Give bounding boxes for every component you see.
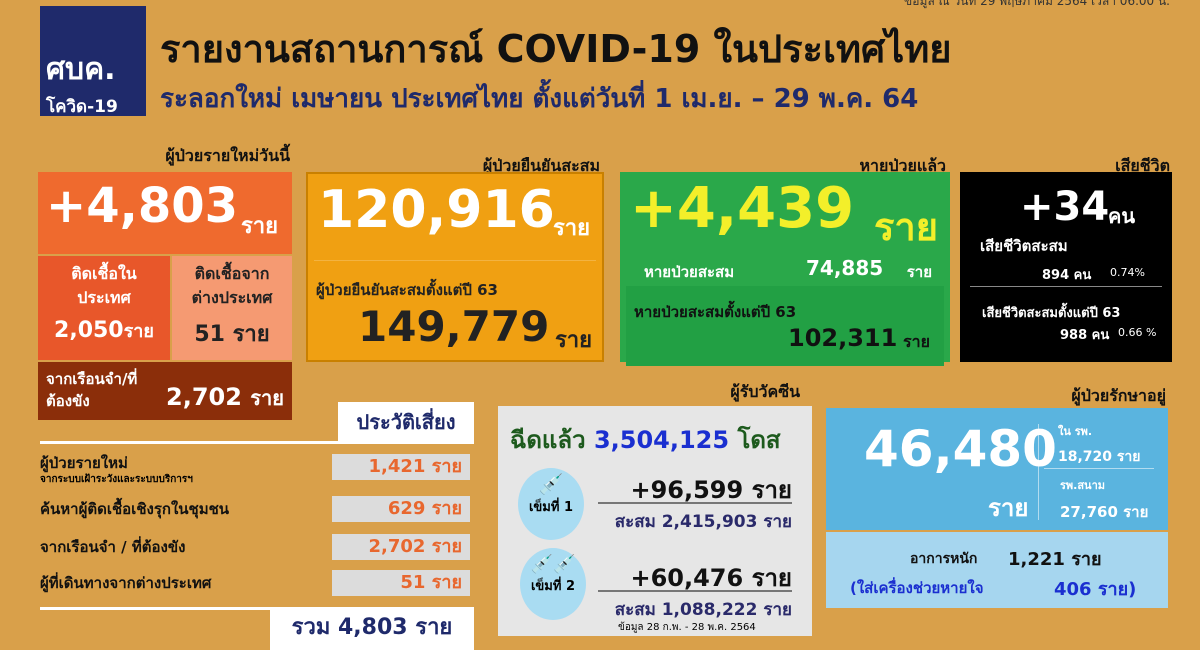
recovered-value: +4,439 xyxy=(630,176,855,241)
unit: ราย xyxy=(906,263,932,281)
dose1-badge: 💉 เข็มที่ 1 xyxy=(518,468,584,540)
imported-card: ติดเชื้อจากต่างประเทศ 51 ราย xyxy=(172,256,292,360)
confirmed-since63-label: ผู้ป่วยยืนยันสะสมตั้งแต่ปี 63 xyxy=(316,281,498,299)
recovered-cum-label: หายป่วยสะสม xyxy=(644,263,735,281)
prison-value: 2,702 xyxy=(166,383,242,411)
field-label: รพ.สนาม xyxy=(1060,479,1105,492)
domestic-value: 2,050 xyxy=(54,318,124,343)
new-cases-label: ผู้ป่วยรายใหม่วันนี้ xyxy=(165,146,290,165)
deaths-unit: คน xyxy=(1108,204,1136,228)
unit: ราย xyxy=(250,386,284,410)
deaths-label: เสียชีวิต xyxy=(1115,156,1170,175)
deaths-cum-pct: 0.74% xyxy=(1110,266,1145,279)
prison-label: จากเรือนจำ/ที่ต้องขัง xyxy=(46,370,138,410)
prison-card: จากเรือนจำ/ที่ต้องขัง 2,702 ราย xyxy=(38,362,292,420)
vent-value: 406 ราย) xyxy=(1054,579,1137,600)
treatment-label: ผู้ป่วยรักษาอยู่ xyxy=(1071,386,1166,405)
recovered-cum-value: 74,885 xyxy=(806,256,884,280)
risk-row-label: ค้นหาผู้ติดเชื้อเชิงรุกในชุมชน xyxy=(40,500,230,518)
treatment-value: 46,480 xyxy=(864,420,1057,478)
dose-name: เข็มที่ 2 xyxy=(530,579,576,594)
confirmed-label: ผู้ป่วยยืนยันสะสม xyxy=(482,156,600,175)
syringe-icon: 💉 xyxy=(538,472,564,496)
deaths-since63-value: 988 คน xyxy=(1060,328,1110,343)
field-value: 27,760 ราย xyxy=(1060,503,1149,521)
risk-row: จากเรือนจำ / ที่ต้องขัง 2,702 ราย xyxy=(40,534,470,562)
injected-label: ฉีดแล้ว xyxy=(510,426,586,454)
unit: ราย xyxy=(873,205,938,249)
confirmed-value: 120,916 xyxy=(318,180,555,240)
deaths-cum-label: เสียชีวิตสะสม xyxy=(980,237,1068,255)
divider xyxy=(40,441,474,444)
severe-value: 1,221 ราย xyxy=(1008,549,1102,570)
recovered-card: +4,439 ราย หายป่วยสะสม 74,885 ราย หายป่ว… xyxy=(620,172,950,366)
imported-value: 51 xyxy=(194,322,225,347)
vaccine-note: ข้อมูล 28 ก.พ. - 28 พ.ค. 2564 xyxy=(618,622,756,633)
domestic-card: ติดเชื้อในประเทศ 2,050ราย xyxy=(38,256,170,360)
risk-row-label: ผู้ป่วยรายใหม่ xyxy=(40,454,128,472)
deaths-card: +34 คน เสียชีวิตสะสม 894 คน 0.74% เสียชี… xyxy=(960,172,1172,362)
severe-label: อาการหนัก xyxy=(910,551,978,567)
domestic-label: ติดเชื้อในประเทศ xyxy=(71,264,137,307)
recovered-since63-label: หายป่วยสะสมตั้งแต่ปี 63 xyxy=(634,303,797,321)
new-cases-card: +4,803 ราย xyxy=(38,172,292,254)
risk-row: ผู้ที่เดินทางจากต่างประเทศ 51 ราย xyxy=(40,570,470,598)
deaths-since63-label: เสียชีวิตสะสมตั้งแต่ปี 63 xyxy=(982,306,1121,321)
dose-cum: สะสม 2,415,903 ราย xyxy=(614,512,792,532)
risk-row: ค้นหาผู้ติดเชื้อเชิงรุกในชุมชน 629 ราย xyxy=(40,496,470,524)
injected-value: 3,504,125 xyxy=(593,426,730,454)
severe-card: อาการหนัก 1,221 ราย (ใส่เครื่องช่วยหายใจ… xyxy=(826,532,1168,608)
syringes-icon: 💉💉 xyxy=(530,554,576,575)
as-of: ข้อมูล ณ วันที่ 29 พฤษภาคม 2564 เวลา 06.… xyxy=(904,0,1170,8)
page-subtitle: ระลอกใหม่ เมษายน ประเทศไทย ตั้งแต่วันที่… xyxy=(160,84,919,114)
vaccine-card: ฉีดแล้ว 3,504,125 โดส 💉 เข็มที่ 1 +96,59… xyxy=(498,406,812,636)
dose-new: +60,476 ราย xyxy=(630,564,792,592)
logo: ศบค. โควิด-19 xyxy=(40,6,146,117)
unit: ราย xyxy=(554,328,592,353)
divider xyxy=(40,607,474,610)
page-title: รายงานสถานการณ์ COVID-19 ในประเทศไทย xyxy=(160,27,952,71)
new-cases-value: +4,803 xyxy=(46,178,239,234)
risk-total: รวม 4,803 ราย xyxy=(270,610,474,650)
dose2-badge: 💉💉 เข็มที่ 2 xyxy=(520,548,586,620)
risk-title: ประวัติเสี่ยง xyxy=(338,402,474,442)
risk-row-value: 2,702 ราย xyxy=(332,534,470,560)
recovered-label: หายป่วยแล้ว xyxy=(859,156,946,175)
dose-new: +96,599 ราย xyxy=(630,476,792,504)
confirmed-card: 120,916 ราย ผู้ป่วยยืนยันสะสมตั้งแต่ปี 6… xyxy=(306,172,604,362)
risk-row-label: จากเรือนจำ / ที่ต้องขัง xyxy=(40,538,186,556)
dose-cum: สะสม 1,088,222 ราย xyxy=(614,600,792,620)
vent-label: (ใส่เครื่องช่วยหายใจ xyxy=(850,579,984,597)
risk-row-value: 51 ราย xyxy=(332,570,470,596)
recovered-since63-value: 102,311 xyxy=(788,324,898,352)
hosp-value: 18,720 ราย xyxy=(1058,449,1141,465)
logo-sub: โควิด-19 xyxy=(46,97,118,117)
risk-row-label: ผู้ที่เดินทางจากต่างประเทศ xyxy=(40,574,212,592)
logo-text: ศบค. xyxy=(46,52,116,87)
unit: ราย xyxy=(240,214,278,239)
risk-row-value: 1,421 ราย xyxy=(332,454,470,480)
vaccine-label: ผู้รับวัคซีน xyxy=(730,382,800,401)
unit: ราย xyxy=(552,216,590,241)
deaths-cum-value: 894 คน xyxy=(1042,268,1092,283)
confirmed-since63-value: 149,779 xyxy=(358,302,550,351)
treatment-card: 46,480 ราย ใน รพ. 18,720 ราย รพ.สนาม 27,… xyxy=(826,408,1168,530)
unit: ราย xyxy=(232,322,270,347)
risk-row-value: 629 ราย xyxy=(332,496,470,522)
deaths-since63-pct: 0.66 % xyxy=(1118,326,1157,339)
risk-row-sub: จากระบบเฝ้าระวังและระบบบริการฯ xyxy=(40,474,193,485)
imported-label: ติดเชื้อจากต่างประเทศ xyxy=(191,264,273,307)
unit: ราย xyxy=(123,321,154,342)
risk-row: ผู้ป่วยรายใหม่ จากระบบเฝ้าระวังและระบบบร… xyxy=(40,454,470,485)
unit: ราย xyxy=(988,494,1029,522)
dose-name: เข็มที่ 1 xyxy=(528,500,574,515)
unit: ราย xyxy=(903,332,930,351)
hosp-label: ใน รพ. xyxy=(1058,425,1093,438)
dose-unit: โดส xyxy=(737,426,781,454)
deaths-value: +34 xyxy=(1020,184,1110,230)
